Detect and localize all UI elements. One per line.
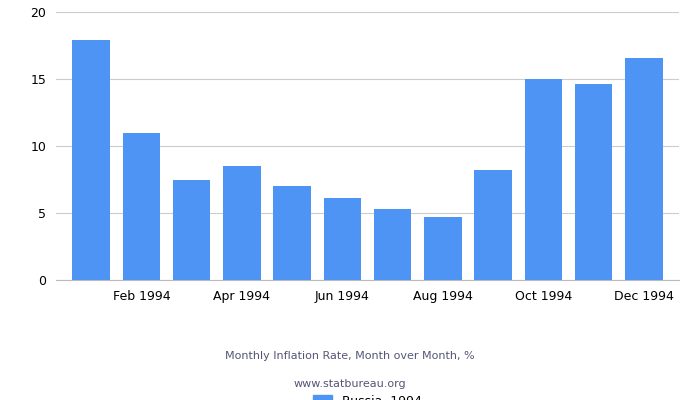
Bar [173, 180, 211, 280]
Bar [374, 209, 412, 280]
Bar [323, 198, 361, 280]
Bar [424, 217, 462, 280]
Text: www.statbureau.org: www.statbureau.org [294, 379, 406, 389]
Bar [72, 40, 110, 280]
Bar [475, 170, 512, 280]
Bar [223, 166, 260, 280]
Bar [625, 58, 663, 280]
Text: Monthly Inflation Rate, Month over Month, %: Monthly Inflation Rate, Month over Month… [225, 351, 475, 361]
Legend: Russia, 1994: Russia, 1994 [308, 390, 427, 400]
Bar [524, 79, 562, 280]
Bar [122, 132, 160, 280]
Bar [273, 186, 311, 280]
Bar [575, 84, 612, 280]
